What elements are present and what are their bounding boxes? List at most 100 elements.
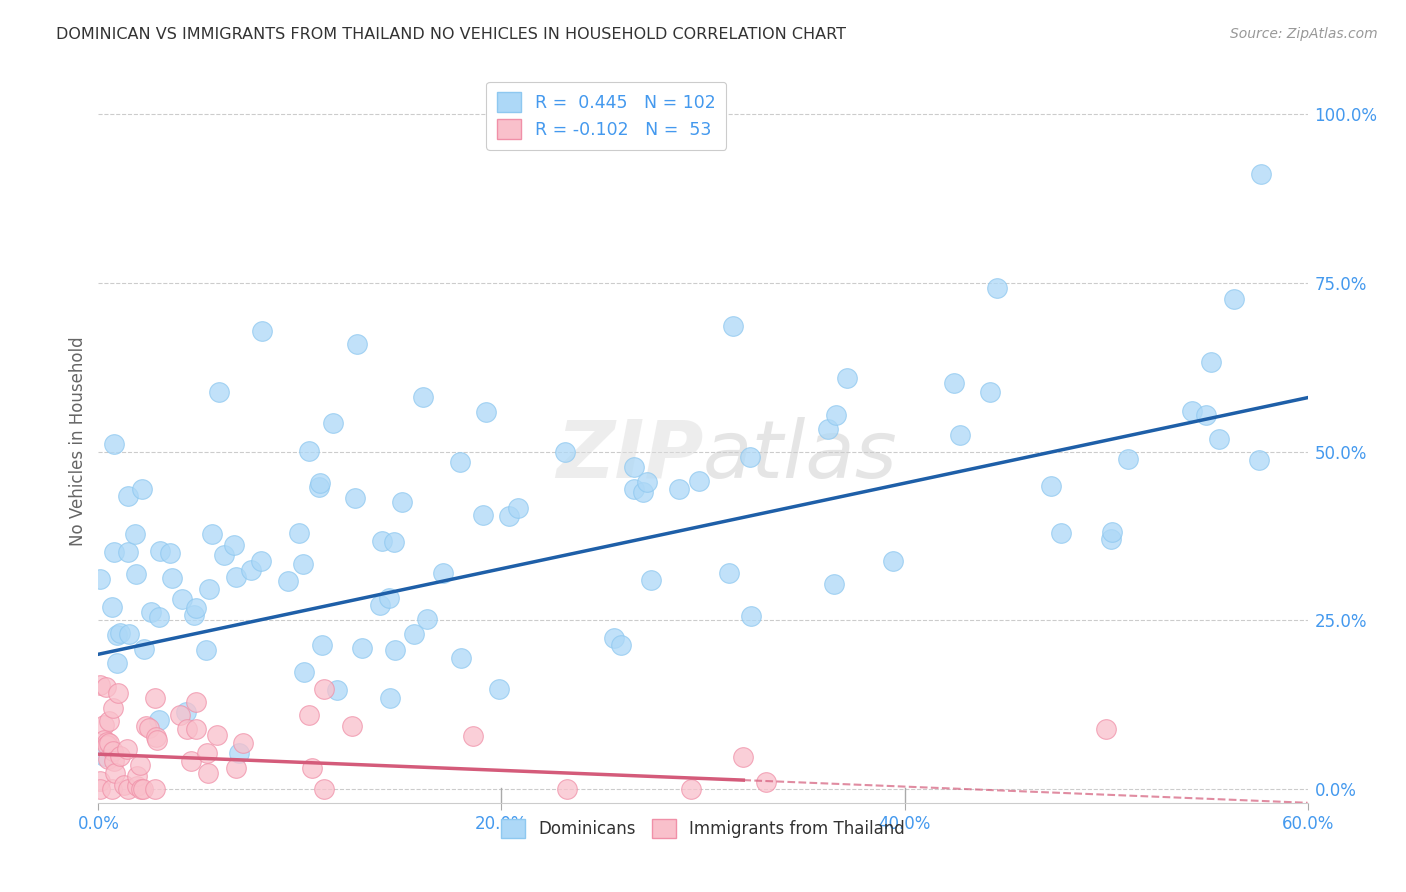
Point	[312, 681, 335, 696]
Point	[404, 627, 426, 641]
Point	[146, 733, 169, 747]
Point	[623, 482, 645, 496]
Point	[391, 495, 413, 509]
Point	[733, 750, 755, 764]
Point	[322, 416, 344, 430]
Point	[89, 782, 111, 797]
Point	[1099, 533, 1122, 547]
Point	[125, 566, 148, 581]
Point	[308, 480, 330, 494]
Point	[118, 627, 141, 641]
Point	[326, 683, 349, 698]
Point	[101, 782, 124, 797]
Point	[103, 437, 125, 451]
Point	[89, 572, 111, 586]
Point	[93, 718, 115, 732]
Point	[474, 405, 496, 419]
Text: atlas: atlas	[703, 417, 898, 495]
Point	[346, 337, 368, 351]
Point	[610, 638, 633, 652]
Point	[186, 600, 208, 615]
Point	[314, 782, 336, 797]
Point	[298, 443, 321, 458]
Point	[195, 643, 218, 657]
Point	[717, 566, 740, 580]
Point	[943, 376, 966, 390]
Point	[882, 554, 904, 568]
Point	[308, 475, 330, 490]
Point	[131, 483, 153, 497]
Point	[380, 690, 402, 705]
Point	[195, 746, 218, 760]
Point	[555, 782, 578, 797]
Point	[160, 570, 183, 584]
Point	[101, 700, 124, 714]
Point	[101, 599, 124, 614]
Point	[172, 592, 194, 607]
Point	[103, 754, 125, 768]
Point	[127, 769, 149, 783]
Point	[1095, 722, 1118, 736]
Point	[103, 744, 125, 758]
Point	[107, 686, 129, 700]
Point	[201, 527, 224, 541]
Point	[554, 444, 576, 458]
Point	[986, 281, 1008, 295]
Point	[288, 525, 311, 540]
Point	[96, 735, 118, 749]
Point	[105, 656, 128, 670]
Point	[145, 730, 167, 744]
Point	[228, 746, 250, 760]
Text: DOMINICAN VS IMMIGRANTS FROM THAILAND NO VEHICLES IN HOUSEHOLD CORRELATION CHART: DOMINICAN VS IMMIGRANTS FROM THAILAND NO…	[56, 27, 846, 42]
Point	[1223, 292, 1246, 306]
Point	[1101, 524, 1123, 539]
Point	[89, 774, 111, 789]
Point	[108, 626, 131, 640]
Point	[103, 544, 125, 558]
Point	[180, 754, 202, 768]
Point	[124, 526, 146, 541]
Y-axis label: No Vehicles in Household: No Vehicles in Household	[69, 336, 87, 547]
Point	[169, 707, 191, 722]
Point	[668, 482, 690, 496]
Point	[979, 384, 1001, 399]
Point	[1250, 167, 1272, 181]
Point	[104, 765, 127, 780]
Point	[197, 582, 219, 596]
Text: Source: ZipAtlas.com: Source: ZipAtlas.com	[1230, 27, 1378, 41]
Point	[382, 535, 405, 549]
Point	[138, 721, 160, 735]
Point	[498, 509, 520, 524]
Point	[344, 491, 367, 505]
Point	[721, 318, 744, 333]
Point	[134, 641, 156, 656]
Legend: Dominicans, Immigrants from Thailand: Dominicans, Immigrants from Thailand	[495, 813, 911, 845]
Point	[371, 533, 394, 548]
Point	[837, 371, 859, 385]
Point	[342, 719, 364, 733]
Point	[688, 474, 710, 488]
Point	[311, 638, 333, 652]
Point	[508, 500, 530, 515]
Point	[301, 761, 323, 775]
Point	[174, 705, 197, 719]
Point	[143, 782, 166, 797]
Point	[1249, 453, 1271, 467]
Point	[141, 605, 163, 619]
Point	[232, 736, 254, 750]
Point	[205, 728, 228, 742]
Point	[225, 761, 247, 775]
Point	[108, 749, 131, 764]
Point	[93, 733, 115, 747]
Point	[212, 548, 235, 562]
Point	[1194, 409, 1216, 423]
Point	[623, 460, 645, 475]
Point	[384, 643, 406, 657]
Point	[636, 475, 658, 490]
Point	[755, 774, 778, 789]
Point	[117, 490, 139, 504]
Point	[1201, 355, 1223, 369]
Point	[112, 778, 135, 792]
Point	[98, 714, 121, 728]
Point	[416, 612, 439, 626]
